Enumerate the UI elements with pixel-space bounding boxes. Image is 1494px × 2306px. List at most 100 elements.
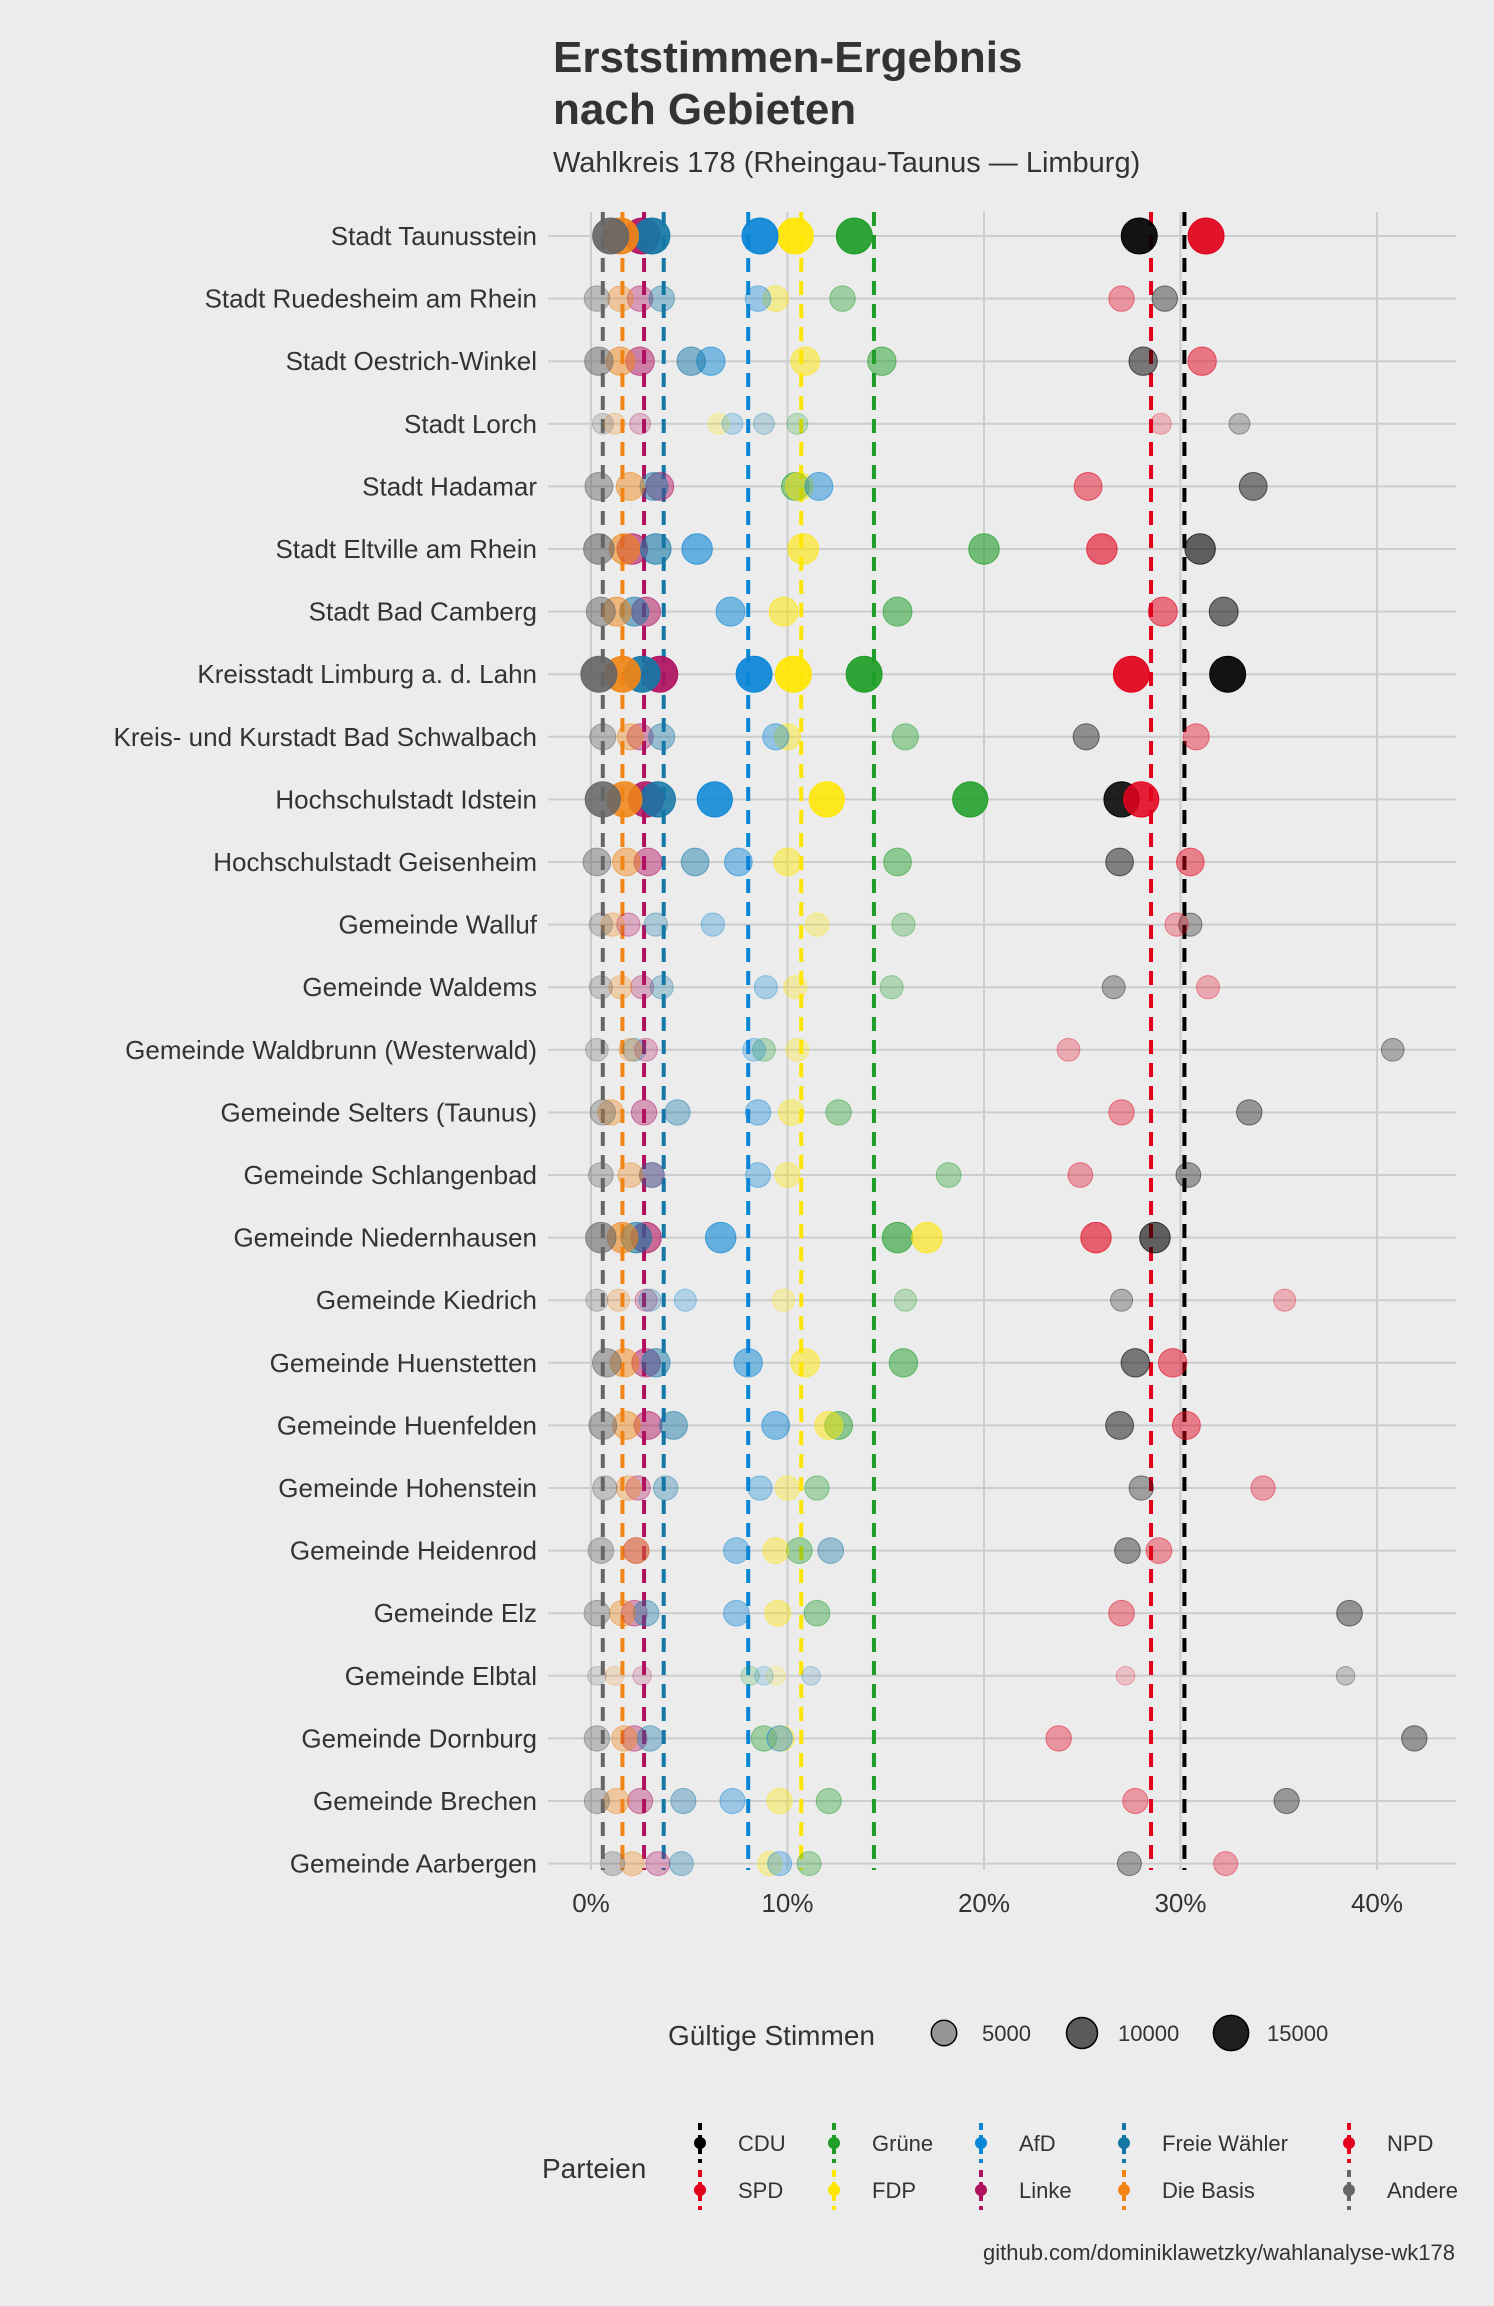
point-afd <box>673 1288 697 1312</box>
point-afd <box>766 1725 793 1752</box>
point-andere <box>588 912 613 937</box>
point-andere <box>592 1475 618 1501</box>
region-label: Gemeinde Waldems <box>302 972 537 1002</box>
party-legend-label: Andere <box>1387 2178 1458 2203</box>
region-label: Gemeinde Walluf <box>339 910 538 940</box>
point-cdu <box>1273 1787 1300 1815</box>
point-linke <box>630 975 655 1000</box>
point-afd <box>715 596 746 627</box>
point-fdp <box>808 781 845 818</box>
point-andere <box>588 975 613 1000</box>
point-andere <box>583 285 611 312</box>
region-label: Gemeinde Schlangenbad <box>244 1160 537 1190</box>
point-andere <box>583 1725 611 1752</box>
point-basis <box>616 723 644 751</box>
point-afd <box>744 1099 772 1126</box>
point-cdu <box>1114 1537 1141 1564</box>
chart-title-line-2: nach Gebieten <box>553 85 856 134</box>
point-fw <box>633 217 671 255</box>
point-afd <box>745 1162 771 1188</box>
point-linke <box>621 1725 648 1752</box>
point-linke <box>634 1037 658 1062</box>
point-andere <box>589 1099 616 1126</box>
point-cdu <box>1151 285 1178 312</box>
point-spd <box>1250 1475 1276 1501</box>
point-fdp <box>766 1787 793 1815</box>
point-andere <box>591 412 614 435</box>
point-gruene <box>952 781 989 818</box>
size-legend-circle <box>1212 2014 1250 2052</box>
point-afd <box>704 1221 737 1254</box>
party-legend-key-dot <box>828 2184 840 2196</box>
party-legend-key-dot <box>1118 2137 1130 2149</box>
point-spd <box>1086 533 1118 565</box>
point-gruene <box>891 912 916 937</box>
point-andere <box>583 1599 611 1627</box>
point-gruene <box>835 217 873 255</box>
point-gruene <box>829 285 856 312</box>
point-linke <box>620 1599 648 1627</box>
point-afd <box>681 533 713 565</box>
point-andere <box>587 1537 615 1564</box>
point-gruene <box>879 975 904 1000</box>
point-afd <box>733 1348 763 1378</box>
point-afd <box>767 1851 793 1877</box>
region-labels: Stadt Taunusstein Stadt Ruedesheim am Rhe… <box>114 221 538 1879</box>
point-gruene <box>825 1099 852 1126</box>
region-label: Stadt Bad Camberg <box>309 597 537 627</box>
point-cdu <box>1116 1851 1142 1877</box>
region-label: Stadt Oestrich-Winkel <box>286 346 537 376</box>
party-legend-label: Grüne <box>872 2131 933 2156</box>
point-andere <box>587 1666 607 1686</box>
point-cdu <box>1120 217 1158 255</box>
point-fdp <box>772 1288 796 1312</box>
point-fw <box>639 781 676 818</box>
point-basis <box>609 1348 640 1378</box>
point-gruene <box>815 1787 842 1815</box>
point-cdu <box>1228 412 1251 435</box>
point-spd <box>1115 1666 1136 1686</box>
point-fdp <box>768 596 799 627</box>
region-label: Gemeinde Huenfelden <box>277 1410 537 1440</box>
size-legend-circle <box>930 2019 958 2047</box>
point-spd <box>1213 1851 1239 1877</box>
point-fw <box>632 1599 660 1627</box>
point-basis <box>603 412 626 435</box>
point-fw <box>640 533 672 565</box>
point-spd <box>1112 655 1150 693</box>
point-fw <box>680 847 710 877</box>
point-afd <box>747 1475 773 1501</box>
point-spd <box>1067 1162 1094 1188</box>
point-gruene <box>845 655 883 693</box>
point-andere <box>583 1787 610 1815</box>
point-linke <box>645 1851 671 1877</box>
point-fw <box>648 285 675 312</box>
point-andere <box>585 1221 617 1254</box>
point-fdp <box>774 655 812 693</box>
point-fdp <box>787 533 819 565</box>
point-basis <box>612 847 641 877</box>
point-basis <box>622 1537 650 1564</box>
point-cdu <box>1128 1475 1154 1501</box>
point-basis <box>615 1475 641 1501</box>
party-legend-label: SPD <box>738 2178 783 2203</box>
region-label: Gemeinde Elz <box>374 1598 537 1628</box>
point-cdu <box>1139 1221 1171 1254</box>
point-fdp <box>774 1162 801 1188</box>
point-spd <box>1187 217 1225 255</box>
point-linke <box>634 1288 658 1312</box>
point-afd <box>719 1787 746 1815</box>
point-afd <box>744 285 772 312</box>
point-fw <box>638 1288 662 1312</box>
point-linke <box>632 1666 652 1686</box>
point-fw <box>752 412 775 435</box>
point-basis <box>600 912 625 937</box>
point-cdu <box>1120 1348 1151 1378</box>
point-afd <box>700 912 725 937</box>
point-fw <box>641 1348 671 1378</box>
point-basis <box>597 1099 624 1126</box>
point-cdu <box>1336 1599 1363 1627</box>
point-spd <box>1080 1221 1112 1254</box>
point-spd <box>1182 723 1210 751</box>
